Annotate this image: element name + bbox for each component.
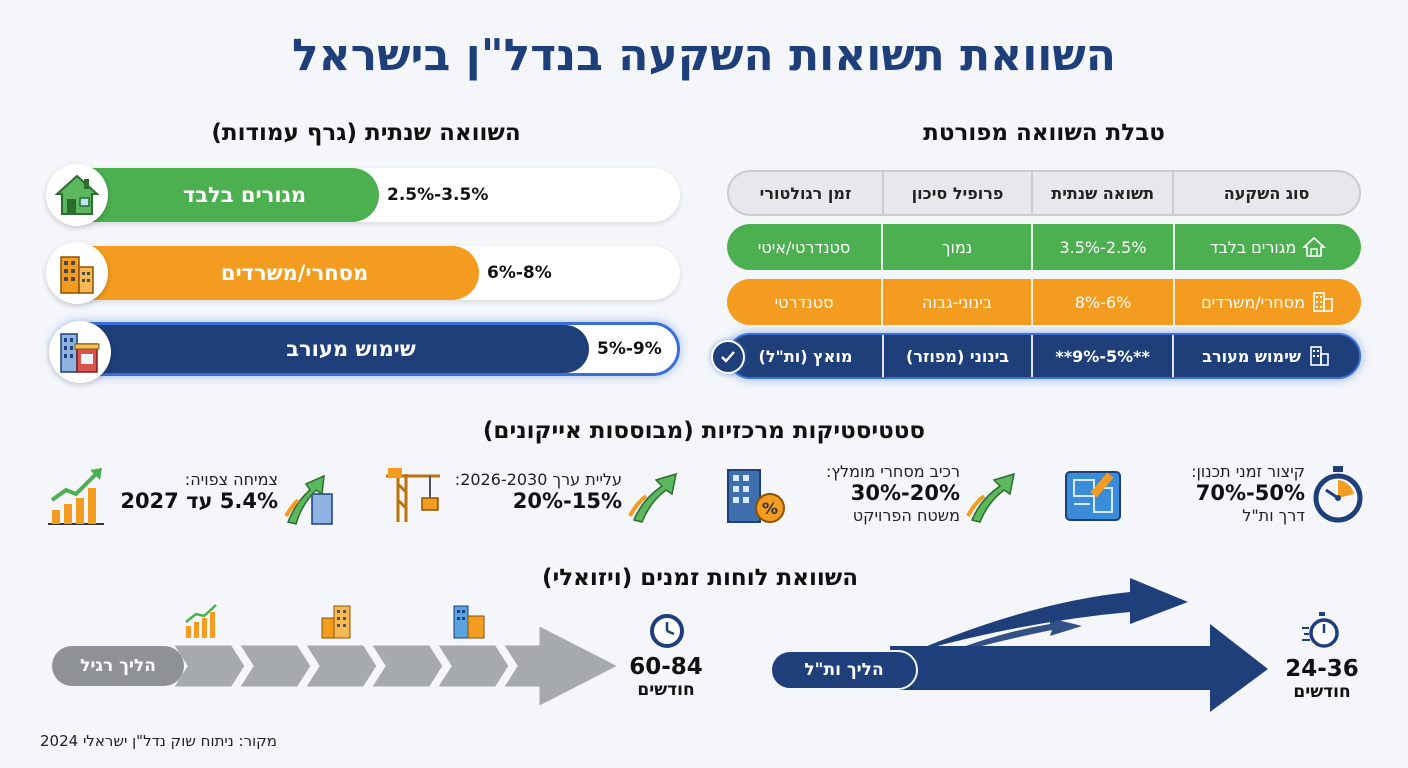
stopwatch-icon (1302, 610, 1342, 654)
stat-sub: משטח הפרויקט (852, 506, 960, 526)
fast-process-label: הליך ות"ל (804, 660, 884, 680)
bar-row-mixed-use: שימוש מעורב 5%-9% (49, 321, 680, 383)
table-row: מגורים בלבד 2.5%-3.5% נמוך סטנדרטי/איטי (727, 224, 1361, 270)
page-title: השוואת תשואות השקעה בנדל"ן בישראל (292, 30, 1116, 81)
table-row: מסחרי/משרדים 6%-8% בינוני-גבוה סטנדרטי (727, 279, 1361, 325)
bar-label: מגורים בלבד (182, 183, 307, 207)
stopwatch-icon (1310, 464, 1366, 528)
source-note: מקור: ניתוח שוק נדל"ן ישראלי 2024 (40, 732, 277, 750)
fast-process-label-pill: הליך ות"ל (770, 650, 918, 690)
mixed-use-buildings-icon (49, 321, 111, 383)
rising-arrow-icon (628, 466, 682, 530)
building-outline-icon (1310, 346, 1329, 366)
stat-label: עליית ערך 2026-2030: (454, 470, 622, 489)
regular-process-arrow (169, 621, 624, 711)
table-cell-yield: **5%-9%** (1033, 335, 1175, 377)
table-cell-text: מגורים בלבד (1209, 237, 1297, 257)
construction-crane-icon (382, 464, 444, 530)
fast-duration: 24-36 חודשים (1276, 656, 1368, 702)
table-header-cell: תשואה שנתית (1033, 172, 1175, 214)
building-percent-icon: % (722, 464, 788, 530)
table-header-cell: סוג השקעה (1223, 183, 1310, 203)
table-header-row: סוג השקעה תשואה שנתית פרופיל סיכון זמן ר… (727, 170, 1361, 216)
office-buildings-icon (318, 602, 356, 644)
table-section-title: טבלת השוואה מפורטת (923, 120, 1165, 146)
stat-label: צמיחה צפויה: (184, 470, 278, 489)
fast-duration-unit: חודשים (1293, 682, 1351, 702)
bar-fill-mixed-use: שימוש מעורב (55, 325, 589, 373)
table-cell-type: מסחרי/משרדים (1175, 279, 1361, 325)
bar-value: 5%-9% (597, 339, 662, 359)
svg-text:%: % (762, 499, 778, 518)
fast-process-arrow (890, 578, 1268, 712)
stats-section-title: סטטיסטיקות מרכזיות (מבוססות אייקונים) (482, 418, 926, 444)
growth-chart-icon (182, 602, 220, 644)
rising-arrow-icon (966, 466, 1020, 530)
table-cell-risk: בינוני (מפוזר) (884, 335, 1034, 377)
fast-duration-number: 24-36 (1285, 656, 1359, 682)
table-cell-yield: 2.5%-3.5% (1033, 224, 1175, 270)
stat-item: רכיב מסחרי מומלץ: 20%-30% משטח הפרויקט (790, 462, 960, 526)
office-outline-icon (1313, 292, 1333, 312)
table-header-cell: זמן רגולטורי (729, 172, 885, 214)
table-row-highlighted: שימוש מעורב **5%-9%** בינוני (מפוזר) מוא… (727, 333, 1361, 379)
regular-process-label: הליך רגיל (80, 656, 156, 676)
city-arrow-icon (284, 466, 338, 530)
stat-label: רכיב מסחרי מומלץ: (825, 462, 960, 481)
regular-duration-number: 60-84 (629, 654, 703, 680)
stat-value: 20%-30% (850, 481, 960, 506)
office-buildings-icon (46, 242, 108, 304)
stat-value: 15%-20% (512, 489, 622, 514)
growth-chart-icon (44, 464, 108, 532)
stat-item: קיצור זמני תכנון: 50%-70% דרך ות"ל (1160, 462, 1305, 526)
table-cell-risk: בינוני-גבוה (883, 279, 1033, 325)
bar-value: 2.5%-3.5% (387, 185, 489, 205)
bar-fill-commercial: מסחרי/משרדים (52, 246, 479, 300)
bar-value: 6%-8% (487, 263, 552, 283)
table-header-cell: פרופיל סיכון (884, 172, 1034, 214)
house-icon (46, 164, 108, 226)
table-cell-type: שימוש מעורב (1174, 335, 1359, 377)
bar-label: מסחרי/משרדים (220, 261, 369, 285)
timeline-section-title: השוואת לוחות זמנים (ויזואלי) (541, 565, 858, 591)
table-cell-reg-time: מואץ (ות"ל) (729, 335, 885, 377)
bar-row-commercial: מסחרי/משרדים 6%-8% (46, 242, 680, 304)
bar-section-title: השוואה שנתית (גרף עמודות) (211, 120, 521, 146)
table-cell-text: מסחרי/משרדים (1201, 292, 1305, 312)
stat-item: עליית ערך 2026-2030: 15%-20% (440, 470, 622, 514)
mixed-use-buildings-icon (450, 602, 490, 644)
table-cell-risk: נמוך (883, 224, 1033, 270)
stat-value: 50%-70% (1195, 481, 1305, 506)
regular-process-label-pill: הליך רגיל (52, 646, 184, 686)
clock-icon (648, 612, 686, 654)
bar-row-residential: מגורים בלבד 2.5%-3.5% (46, 164, 680, 226)
bar-label: שימוש מעורב (286, 337, 416, 361)
house-outline-icon (1302, 236, 1327, 257)
stat-item: צמיחה צפויה: 5.4% עד 2027 (112, 470, 278, 514)
stat-value: 5.4% עד 2027 (120, 489, 278, 514)
stat-label: קיצור זמני תכנון: (1191, 462, 1305, 481)
table-cell-type: מגורים בלבד (1175, 224, 1361, 270)
check-circle-icon (711, 340, 745, 374)
blueprint-icon (1060, 466, 1128, 530)
table-cell-text: שימוש מעורב (1202, 346, 1301, 366)
stat-sub: דרך ות"ל (1242, 506, 1305, 526)
regular-duration-unit: חודשים (637, 680, 695, 700)
table-cell-yield: 6%-8% (1033, 279, 1175, 325)
table-cell-reg-time: סטנדרטי (727, 279, 883, 325)
table-cell-reg-time: סטנדרטי/איטי (727, 224, 883, 270)
regular-duration: 60-84 חודשים (620, 654, 712, 700)
